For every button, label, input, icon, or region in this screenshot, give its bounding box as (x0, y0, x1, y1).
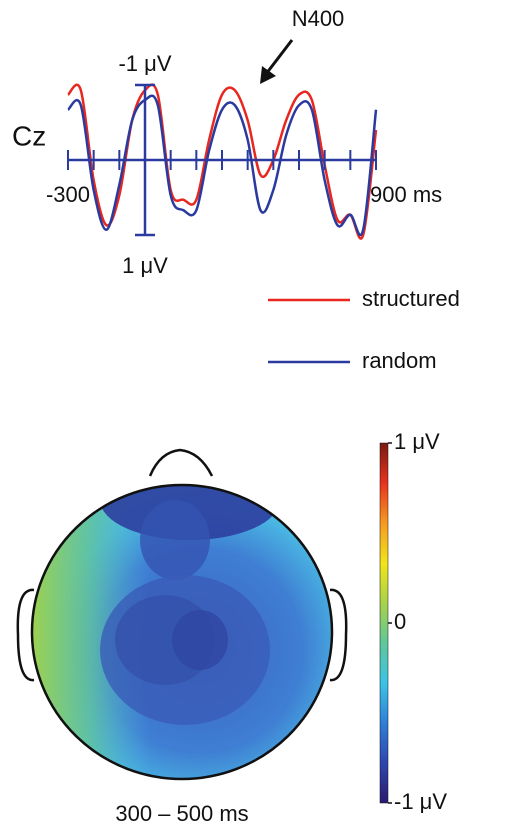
colorbar-label: 0 (394, 609, 406, 634)
colorbar-label: 1 μV (394, 429, 440, 454)
y-tick-label: -1 μV (118, 51, 171, 76)
x-tick-label: -300 (46, 182, 90, 207)
channel-label: Cz (12, 120, 46, 151)
legend-label: structured (362, 286, 460, 311)
legend-label: random (362, 348, 437, 373)
waveform (67, 94, 378, 237)
time-window: 300 – 500 ms (115, 801, 248, 826)
head (16, 448, 348, 781)
colorbar-label: -1 μV (394, 789, 447, 814)
annotation: N400 (292, 6, 345, 31)
colorbar (379, 442, 389, 804)
y-tick-label: 1 μV (122, 253, 168, 278)
annotation-arrow (264, 39, 294, 75)
arrow-head (260, 66, 276, 84)
x-tick-label: 900 ms (370, 182, 442, 207)
